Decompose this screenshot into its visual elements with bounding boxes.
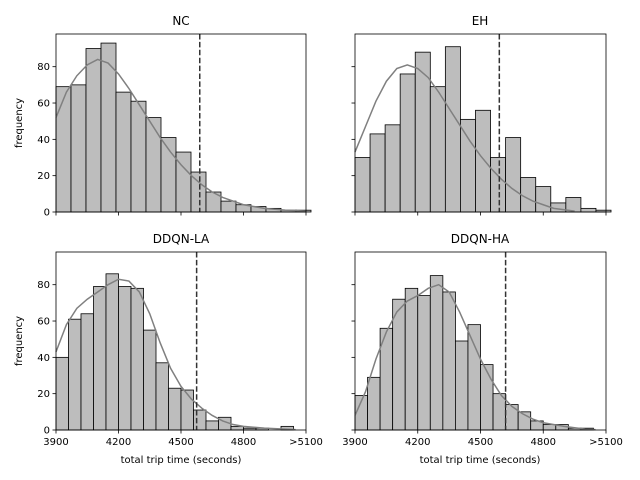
kde-curve <box>354 283 596 431</box>
histogram-bar <box>454 340 469 431</box>
histogram-bar <box>442 291 456 431</box>
histogram-bar <box>444 46 461 213</box>
histogram-bar <box>180 389 194 431</box>
y-tick-label: 40 <box>37 353 50 364</box>
histogram-bar <box>429 275 444 431</box>
x-tick-label: 4800 <box>531 437 556 448</box>
y-axis-label: frequency <box>14 98 25 148</box>
histogram-bar <box>118 286 132 431</box>
y-tick-label: 60 <box>37 99 50 110</box>
histogram-bar <box>414 51 431 213</box>
panel-eh: EH <box>351 14 612 216</box>
histogram-bar <box>520 177 537 213</box>
y-tick-label: 40 <box>37 135 50 146</box>
histogram-bar <box>354 157 371 213</box>
histogram-bar <box>460 118 476 213</box>
x-tick-label: 3900 <box>43 437 68 448</box>
histogram-bar <box>369 133 386 213</box>
histogram-bar <box>193 409 207 431</box>
histogram-bar <box>542 424 557 431</box>
histogram-bar <box>535 186 552 213</box>
y-tick-label: 80 <box>37 280 50 291</box>
x-tick-label: >5100 <box>289 437 323 448</box>
histogram-bar <box>155 362 169 431</box>
histogram-bar <box>392 298 406 431</box>
x-tick-label: 4500 <box>168 437 193 448</box>
histogram-bar <box>70 84 87 213</box>
x-tick-label: 4800 <box>231 437 256 448</box>
histogram-bar <box>467 324 481 431</box>
panel-title: EH <box>472 14 489 28</box>
kde-curve <box>354 64 575 212</box>
histogram-bar <box>399 73 416 213</box>
x-tick-label: 3900 <box>342 437 367 448</box>
histogram-bar <box>404 287 419 431</box>
histogram-bar <box>429 86 446 213</box>
histogram-bar <box>80 313 94 431</box>
kde-curve <box>55 58 307 212</box>
histogram-bar <box>505 137 522 213</box>
panel-ddqn-la: DDQN-LA frequency total trip time (secon… <box>14 232 323 466</box>
histogram-bar <box>115 91 132 213</box>
histogram-bar <box>130 287 144 431</box>
histogram-bar <box>492 393 506 431</box>
y-tick-label: 0 <box>44 208 50 219</box>
panel-title: DDQN-HA <box>451 232 510 246</box>
histogram-bar <box>130 100 147 213</box>
x-axis-label: total trip time (seconds) <box>420 455 541 466</box>
y-axis-label: frequency <box>14 316 25 366</box>
x-tick-label: 4200 <box>405 437 430 448</box>
histogram-bar <box>220 200 237 213</box>
histogram-bar <box>230 425 244 431</box>
x-tick-label: 4500 <box>468 437 493 448</box>
histogram-bar <box>490 157 507 213</box>
y-tick-label: 80 <box>37 62 50 73</box>
panel-title: NC <box>172 14 189 28</box>
x-tick-label: 4200 <box>106 437 131 448</box>
histogram-bar <box>145 117 162 213</box>
histogram-bar <box>168 387 182 431</box>
y-tick-label: 20 <box>37 389 50 400</box>
histogram-bar <box>505 404 519 431</box>
y-tick-label: 20 <box>37 171 50 182</box>
histogram-bar <box>105 273 119 431</box>
panel-ddqn-ha: DDQN-HA total trip time (seconds) 3900 42… <box>342 232 623 466</box>
histogram-bar <box>580 207 597 213</box>
histogram-bar <box>55 356 69 431</box>
histogram-bar <box>475 109 491 213</box>
histogram-bar <box>480 364 494 431</box>
histogram-bar <box>93 286 107 431</box>
panel-nc: NC frequency 0 20 40 60 80 <box>14 14 312 219</box>
histogram-bar <box>143 329 157 431</box>
kde-curve <box>55 278 296 431</box>
histogram-bar <box>367 376 381 431</box>
y-tick-label: 60 <box>37 317 50 328</box>
histogram-bar <box>384 124 401 213</box>
histogram-bar <box>68 318 82 431</box>
histogram-bar <box>85 48 102 213</box>
panel-title: DDQN-LA <box>153 232 210 246</box>
histogram-bar <box>205 420 219 431</box>
histogram-bar <box>417 295 431 431</box>
x-tick-label: >5100 <box>589 437 623 448</box>
x-axis-label: total trip time (seconds) <box>121 455 242 466</box>
histogram-bar <box>55 86 72 213</box>
y-tick-label: 0 <box>44 426 50 437</box>
